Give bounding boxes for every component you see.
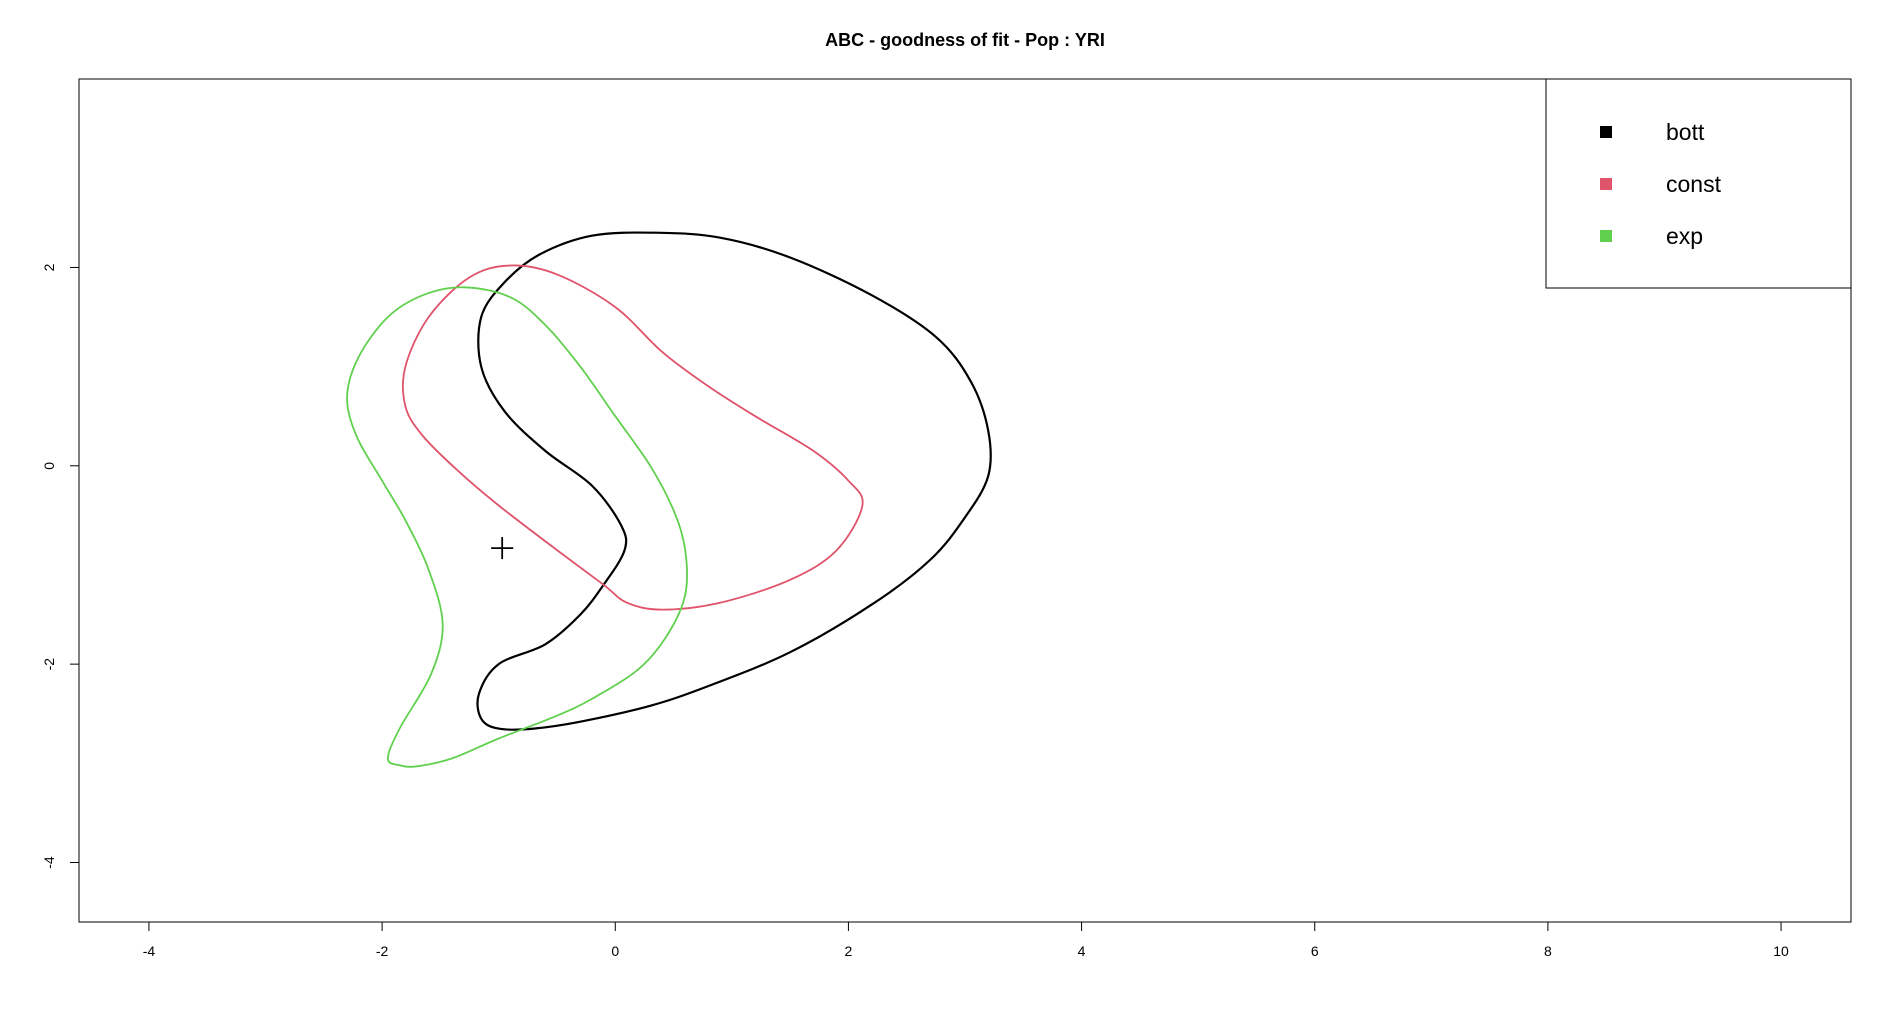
x-tick-label: 4	[1078, 943, 1086, 959]
contour-lines	[346, 231, 992, 768]
x-tick-label: 10	[1773, 943, 1789, 959]
chart-title: ABC - goodness of fit - Pop : YRI	[825, 30, 1105, 50]
x-tick-label: -4	[143, 943, 156, 959]
legend-swatch-exp	[1600, 230, 1612, 242]
y-tick-label: 0	[41, 462, 57, 470]
contour-exp	[346, 286, 688, 768]
legend-swatch-const	[1600, 178, 1612, 190]
contour-bott	[476, 231, 992, 731]
legend-label-exp: exp	[1666, 223, 1703, 249]
y-tick-label: -4	[41, 856, 57, 869]
legend-label-const: const	[1666, 171, 1722, 197]
x-tick-label: 0	[611, 943, 619, 959]
x-tick-label: 6	[1311, 943, 1319, 959]
legend-label-bott: bott	[1666, 119, 1705, 145]
x-tick-label: -2	[376, 943, 389, 959]
legend: bott const exp	[1545, 78, 1852, 289]
y-axis: -4 -2 0 2	[41, 263, 80, 869]
x-axis: -4 -2 0 2 4 6 8 10	[143, 921, 1789, 959]
legend-swatch-bott	[1600, 126, 1612, 138]
x-tick-label: 8	[1544, 943, 1552, 959]
y-tick-label: 2	[41, 263, 57, 271]
legend-box	[1545, 78, 1852, 289]
y-tick-label: -2	[41, 658, 57, 671]
x-tick-label: 2	[845, 943, 853, 959]
contour-const	[401, 264, 864, 611]
observed-point	[491, 537, 514, 560]
